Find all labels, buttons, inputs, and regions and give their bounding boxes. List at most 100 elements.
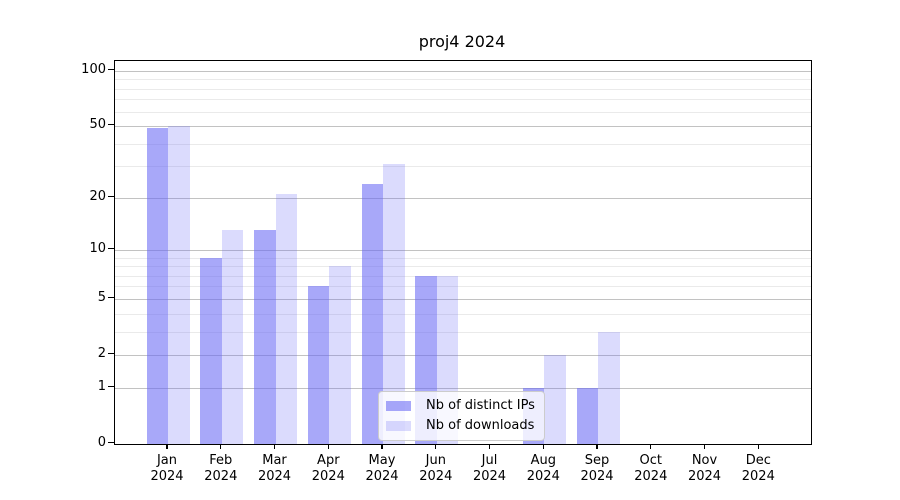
gridline-minor-30	[115, 166, 811, 168]
x-tick-month: Apr	[317, 453, 340, 468]
x-tick-year: 2024	[634, 469, 668, 484]
x-tick-mark-sep	[596, 444, 598, 449]
y-tick-mark-100	[108, 69, 114, 71]
gridline-major-50	[115, 125, 811, 127]
x-tick-month: Oct	[639, 453, 663, 468]
gridline-major-2	[115, 354, 811, 356]
bar-distinct-ips-apr	[307, 286, 330, 444]
x-tick-month: Dec	[745, 453, 771, 468]
bar-downloads-mar	[275, 193, 297, 444]
x-tick-year: 2024	[419, 469, 453, 484]
x-tick-month: Jun	[425, 453, 446, 468]
x-tick-month: Aug	[530, 453, 556, 468]
bar-downloads-apr	[329, 266, 351, 444]
x-tick-mark-dec	[757, 444, 759, 449]
plot-area: Nb of distinct IPs Nb of downloads	[114, 60, 812, 445]
x-tick-year: 2024	[365, 469, 399, 484]
gridline-minor-90	[115, 79, 811, 81]
y-tick-label-2: 2	[97, 345, 106, 361]
bar-downloads-jan	[168, 125, 190, 444]
x-tick-mark-apr	[327, 444, 329, 449]
gridline-major-100	[115, 70, 811, 72]
y-tick-mark-20	[108, 196, 114, 198]
x-tick-label-jul: Jul 2024	[458, 453, 522, 485]
x-tick-year: 2024	[257, 469, 292, 484]
x-tick-month: Feb	[209, 453, 233, 468]
bar-downloads-may	[383, 163, 405, 444]
x-tick-year: 2024	[311, 469, 345, 484]
x-tick-year: 2024	[687, 469, 722, 484]
y-tick-label-5: 5	[97, 289, 106, 305]
y-tick-label-20: 20	[89, 188, 106, 204]
y-tick-mark-0	[108, 442, 114, 444]
gridline-major-5	[115, 298, 811, 300]
y-tick-mark-1	[108, 386, 114, 388]
gridline-minor-3	[115, 331, 811, 333]
bar-distinct-ips-feb	[200, 257, 222, 444]
bar-distinct-ips-may	[361, 183, 383, 444]
chart-title: proj4 2024	[418, 32, 506, 51]
y-tick-mark-50	[108, 124, 114, 126]
gridline-minor-8	[115, 266, 811, 268]
gridline-minor-7	[115, 275, 811, 277]
x-tick-label-jan: Jan 2024	[135, 453, 199, 485]
x-tick-mark-feb	[220, 444, 222, 449]
x-tick-month: Jan	[156, 453, 178, 468]
y-tick-mark-10	[108, 248, 114, 250]
x-tick-year: 2024	[472, 469, 507, 484]
x-tick-year: 2024	[580, 469, 614, 484]
x-tick-label-aug: Aug 2024	[511, 453, 575, 485]
gridline-major-20	[115, 197, 811, 199]
x-tick-label-oct: Oct 2024	[619, 453, 683, 485]
gridline-major-10	[115, 249, 811, 251]
x-tick-label-jun: Jun 2024	[404, 453, 468, 485]
x-tick-mark-may	[381, 444, 383, 449]
y-tick-label-50: 50	[89, 116, 106, 132]
x-tick-label-sep: Sep 2024	[565, 453, 629, 485]
x-tick-label-mar: Mar 2024	[243, 453, 307, 485]
y-tick-label-100: 100	[81, 61, 106, 77]
x-tick-month: Jul	[481, 453, 498, 468]
legend-item-downloads: Nb of downloads	[386, 417, 535, 434]
bar-distinct-ips-jan	[146, 127, 168, 444]
bar-downloads-sep	[598, 331, 620, 444]
bar-downloads-aug	[544, 354, 566, 444]
x-tick-month: Nov	[691, 453, 718, 468]
x-tick-mark-mar	[273, 444, 276, 449]
gridline-minor-9	[115, 257, 811, 259]
x-tick-label-may: May 2024	[350, 453, 414, 485]
y-tick-label-0: 0	[97, 434, 106, 450]
x-tick-month: Sep	[584, 453, 610, 468]
legend: Nb of distinct IPs Nb of downloads	[378, 391, 545, 441]
x-tick-mark-jul	[488, 444, 491, 449]
gridline-minor-4	[115, 313, 811, 315]
bar-downloads-feb	[221, 230, 244, 444]
legend-label-downloads: Nb of downloads	[426, 418, 535, 433]
x-tick-mark-oct	[650, 444, 652, 449]
gridline-minor-6	[115, 286, 811, 288]
x-tick-year: 2024	[741, 469, 775, 484]
y-tick-label-1: 1	[97, 378, 106, 394]
legend-item-distinct-ips: Nb of distinct IPs	[386, 397, 535, 414]
gridline-minor-80	[115, 88, 811, 90]
legend-swatch-distinct-ips	[386, 400, 411, 411]
y-tick-label-10: 10	[89, 240, 106, 256]
x-tick-year: 2024	[150, 469, 184, 484]
x-tick-label-nov: Nov 2024	[673, 453, 737, 485]
bar-distinct-ips-sep	[576, 387, 598, 444]
y-tick-mark-2	[108, 353, 114, 355]
legend-label-distinct-ips: Nb of distinct IPs	[426, 398, 535, 413]
x-tick-mark-jan	[166, 444, 168, 449]
x-tick-year: 2024	[204, 469, 238, 484]
x-tick-label-feb: Feb 2024	[189, 453, 253, 485]
x-tick-label-apr: Apr 2024	[296, 453, 360, 485]
y-tick-mark-5	[108, 297, 114, 299]
x-tick-label-dec: Dec 2024	[726, 453, 790, 485]
x-tick-mark-aug	[542, 444, 544, 449]
gridline-minor-70	[115, 99, 811, 101]
gridline-minor-60	[115, 111, 811, 113]
legend-swatch-downloads	[386, 420, 411, 431]
x-tick-month: May	[368, 453, 396, 468]
x-tick-mark-nov	[703, 444, 706, 449]
